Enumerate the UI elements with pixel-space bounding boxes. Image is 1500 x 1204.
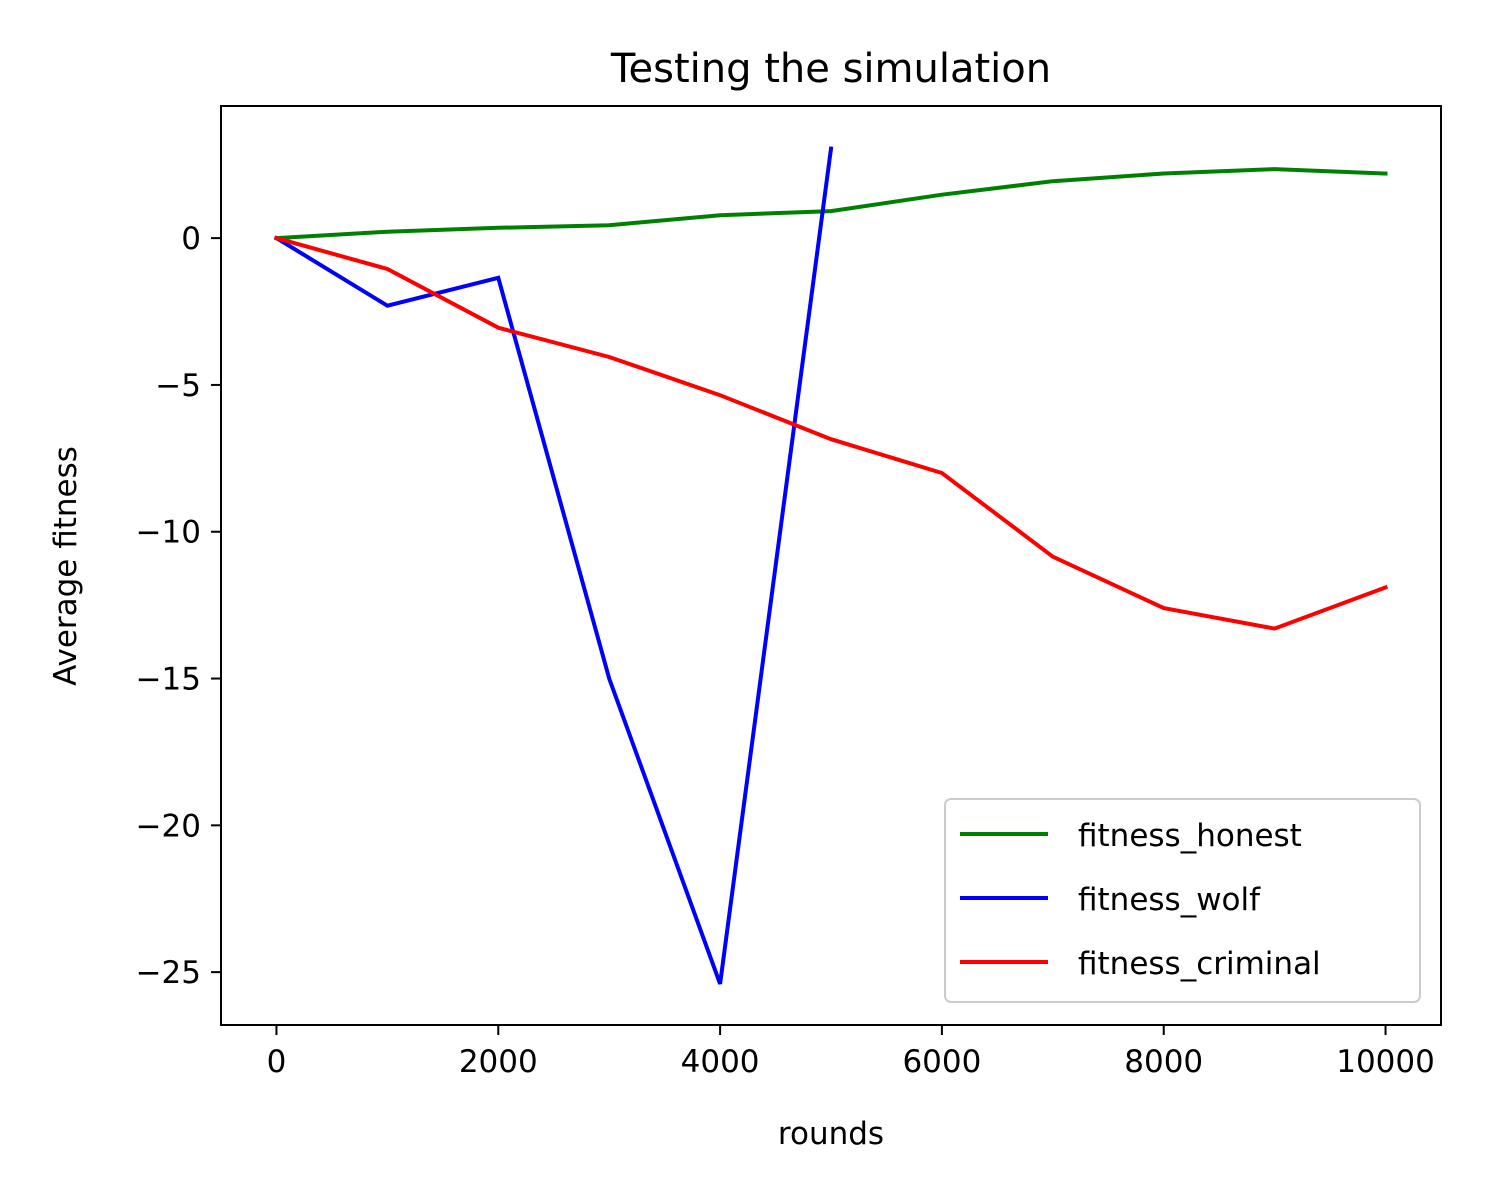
chart-title: Testing the simulation xyxy=(610,46,1051,92)
x-tick-label: 6000 xyxy=(902,1044,981,1080)
legend: fitness_honest fitness_wolf fitness_crimin… xyxy=(944,798,1421,1003)
legend-label: fitness_criminal xyxy=(1078,946,1321,982)
series-line-fitness_wolf xyxy=(273,146,834,985)
legend-label: fitness_wolf xyxy=(1078,882,1261,918)
y-tick-label: −5 xyxy=(155,368,201,404)
x-tick-label: 10000 xyxy=(1336,1044,1435,1080)
y-tick-label: −25 xyxy=(136,955,201,991)
x-tick-label: 0 xyxy=(267,1044,287,1080)
y-tick-label: −10 xyxy=(136,515,201,551)
plot-area: 0 2000 4000 6000 8000 10000 0 −5 −10 −15 −20 −25 xyxy=(136,105,1442,1080)
series-line-fitness_honest xyxy=(274,167,1388,241)
y-axis-label: Average fitness xyxy=(48,446,84,686)
x-tick-label: 4000 xyxy=(681,1044,760,1080)
series-line-fitness_criminal xyxy=(274,235,1389,631)
legend-box xyxy=(944,798,1421,1003)
y-tick-label: 0 xyxy=(181,221,201,257)
plot-frame xyxy=(220,105,1442,1026)
x-tick-label: 2000 xyxy=(459,1044,538,1080)
legend-label: fitness_honest xyxy=(1078,818,1302,854)
x-axis-label: rounds xyxy=(778,1116,884,1152)
x-tick-label: 8000 xyxy=(1124,1044,1203,1080)
y-tick-label: −15 xyxy=(136,662,201,698)
y-tick-label: −20 xyxy=(136,808,201,844)
